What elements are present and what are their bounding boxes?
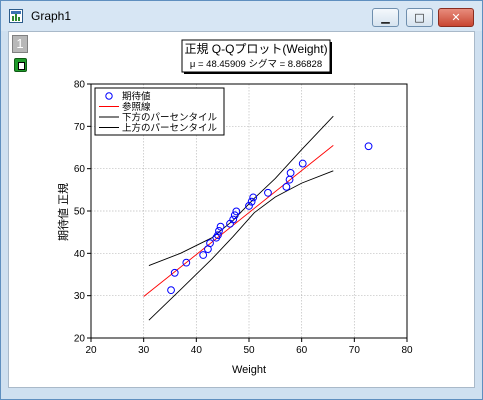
status-bar: [8, 388, 475, 396]
maximize-button[interactable]: □: [406, 8, 433, 27]
close-button[interactable]: ✕: [438, 8, 474, 27]
legend-label: 下方のパーセンタイル: [122, 112, 218, 124]
lock-icon[interactable]: [14, 58, 27, 72]
data-point: [247, 197, 256, 206]
chart-subtitle: μ = 48.45909 シグマ = 8.86828: [190, 58, 322, 70]
data-point: [264, 188, 272, 197]
x-tick-label: 70: [349, 345, 361, 356]
y-tick-label: 80: [74, 80, 86, 91]
data-point: [167, 286, 175, 295]
legend-marker: [105, 92, 113, 100]
graph-page[interactable]: 1 20 30 40 50 60 70 80 20 30 40 50 60 70 80 正規 Q-Qプロッ…: [8, 31, 475, 388]
x-axis-label: Weight: [232, 364, 266, 376]
chart-title: 正規 Q-Qプロット(Weight): [184, 41, 327, 56]
data-point: [199, 251, 208, 259]
data-point: [285, 175, 294, 184]
y-axis-label: 期待値 正規: [56, 183, 70, 241]
legend-label: 期待値: [122, 91, 151, 103]
y-tick-label: 40: [74, 249, 86, 260]
maximize-icon: □: [414, 11, 425, 24]
x-tick-label: 80: [401, 345, 413, 356]
data-point: [232, 207, 241, 216]
data-point: [364, 142, 373, 151]
series-points: [167, 142, 373, 295]
window-title: Graph1: [31, 9, 72, 23]
y-tick-label: 50: [74, 207, 86, 218]
y-tick-label: 20: [74, 334, 86, 345]
data-point: [214, 231, 222, 240]
data-point: [282, 182, 291, 191]
data-point: [215, 226, 223, 235]
x-tick-label: 30: [138, 345, 150, 356]
legend-label: 上方のパーセンタイル: [122, 122, 218, 134]
series-line-2: [148, 170, 334, 321]
data-point: [216, 222, 225, 231]
close-icon: ✕: [451, 11, 461, 24]
data-point: [182, 258, 191, 267]
x-tick-label: 50: [243, 345, 255, 356]
title-bar[interactable]: Graph1 ▁ □ ✕: [1, 1, 482, 31]
x-tick-label: 60: [296, 345, 308, 356]
data-point: [286, 169, 295, 177]
minimize-button[interactable]: ▁: [372, 8, 399, 27]
series-line-1: [143, 145, 334, 297]
y-tick-label: 30: [74, 291, 86, 302]
data-point: [170, 268, 179, 277]
x-tick-label: 20: [85, 345, 97, 356]
axes: 20 30 40 50 60 70 80 20 30 40 50 60 70 80: [74, 80, 413, 357]
data-point: [245, 202, 253, 210]
layer-tab[interactable]: 1: [12, 35, 28, 53]
data-point: [229, 215, 238, 224]
series-line-3: [148, 115, 334, 267]
series-lines: [143, 115, 334, 321]
chart-title-box: 正規 Q-Qプロット(Weight) μ = 48.45909 シグマ = 8.…: [181, 39, 332, 74]
legend-label: 参照線: [122, 101, 151, 113]
qq-chart[interactable]: 20 30 40 50 60 70 80 20 30 40 50 60 70 80 正規 Q-Qプロット(…: [9, 32, 474, 387]
graph-window-icon[interactable]: [9, 9, 23, 23]
data-point: [206, 239, 214, 248]
data-point: [249, 193, 258, 202]
y-tick-label: 70: [74, 122, 86, 133]
minimize-icon: ▁: [381, 11, 390, 24]
x-tick-label: 40: [191, 345, 203, 356]
data-point: [298, 159, 307, 168]
data-point: [230, 211, 239, 220]
y-tick-label: 60: [74, 164, 86, 175]
